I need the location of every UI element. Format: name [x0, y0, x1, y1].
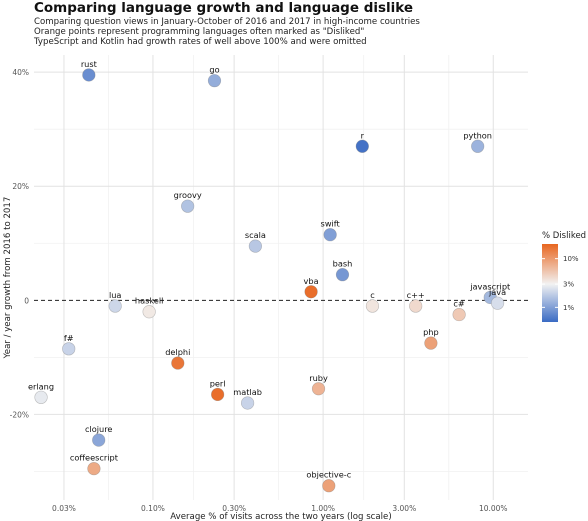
data-label-haskell: haskell — [135, 296, 164, 306]
data-label-vba: vba — [304, 276, 319, 286]
data-point-perl — [211, 387, 225, 402]
data-label-swift: swift — [321, 219, 341, 229]
chart-subtitle-line-1: Comparing question views in January-Octo… — [34, 17, 420, 27]
data-label-c: c — [370, 290, 375, 300]
data-label-go: go — [209, 65, 219, 75]
y-axis-title: Year / year growth from 2016 to 2017 — [3, 197, 13, 360]
legend-tick-label: 10% — [563, 255, 579, 263]
data-point-f- — [62, 342, 76, 356]
data-label-bash: bash — [333, 259, 353, 269]
x-tick-label: 10.00% — [479, 504, 508, 513]
data-point-c- — [452, 307, 466, 322]
x-axis-title: Average % of visits across the two years… — [170, 512, 391, 521]
data-point-scala — [248, 239, 262, 253]
x-tick-label: 0.03% — [52, 504, 76, 513]
data-label-erlang: erlang — [28, 381, 54, 391]
y-tick-label: 0 — [24, 296, 29, 305]
x-tick-label: 0.30% — [222, 504, 246, 513]
data-label-coffeescript: coffeescript — [70, 453, 119, 463]
chart-subtitle-line-2: Orange points represent programming lang… — [34, 27, 365, 37]
data-label-ruby: ruby — [309, 373, 328, 383]
data-label-objective-c: objective-c — [306, 470, 351, 480]
data-point-lua — [108, 299, 122, 313]
x-tick-label: 0.10% — [141, 504, 165, 513]
data-label-r: r — [361, 130, 365, 140]
data-point-matlab — [241, 396, 255, 410]
y-tick-label: 20% — [12, 182, 29, 191]
legend-title: % Disliked — [542, 231, 586, 241]
legend-tick-label: 3% — [563, 281, 574, 289]
data-point-coffeescript — [87, 462, 101, 476]
chart-subtitle-line-3: TypeScript and Kotlin had growth rates o… — [34, 37, 367, 47]
data-point-java — [490, 296, 505, 310]
data-label-lua: lua — [109, 290, 121, 300]
data-label-clojure: clojure — [85, 424, 112, 434]
data-point-vba — [304, 285, 318, 299]
x-tick-label: 1.00% — [311, 504, 335, 513]
data-label-perl: perl — [210, 378, 226, 388]
data-label-java: java — [488, 287, 506, 297]
data-point-python — [471, 139, 485, 153]
y-tick-label: 40% — [12, 68, 29, 77]
data-label-f-: f# — [64, 333, 74, 343]
data-label-matlab: matlab — [233, 387, 262, 397]
legend-color-bar — [542, 244, 558, 322]
data-label-javascript: javascript — [469, 281, 511, 291]
data-label-delphi: delphi — [165, 347, 190, 357]
data-point-c- — [409, 299, 423, 313]
data-point-groovy — [181, 199, 195, 213]
data-label-c-: c# — [453, 299, 465, 309]
data-point-ruby — [311, 382, 326, 396]
data-point-clojure — [92, 433, 106, 447]
data-point-go — [207, 74, 222, 88]
data-point-bash — [335, 268, 350, 282]
data-point-c — [365, 299, 380, 313]
data-point-swift — [323, 228, 337, 242]
data-point-haskell — [142, 305, 156, 319]
data-point-r — [355, 139, 369, 153]
data-label-scala: scala — [245, 230, 266, 240]
data-point-delphi — [171, 356, 185, 370]
data-label-groovy: groovy — [174, 190, 202, 200]
data-point-rust — [82, 68, 96, 82]
data-point-objective-c — [322, 479, 336, 493]
data-point-erlang — [34, 390, 48, 404]
data-label-c-: c++ — [407, 290, 425, 300]
chart-title: Comparing language growth and language d… — [34, 0, 414, 16]
data-point-php — [424, 336, 438, 350]
data-label-php: php — [423, 327, 439, 337]
legend-tick-label: 1% — [563, 304, 574, 312]
y-tick-label: -20% — [10, 410, 29, 419]
x-tick-label: 3.00% — [392, 504, 416, 513]
data-label-rust: rust — [81, 59, 98, 69]
data-label-python: python — [463, 130, 492, 140]
